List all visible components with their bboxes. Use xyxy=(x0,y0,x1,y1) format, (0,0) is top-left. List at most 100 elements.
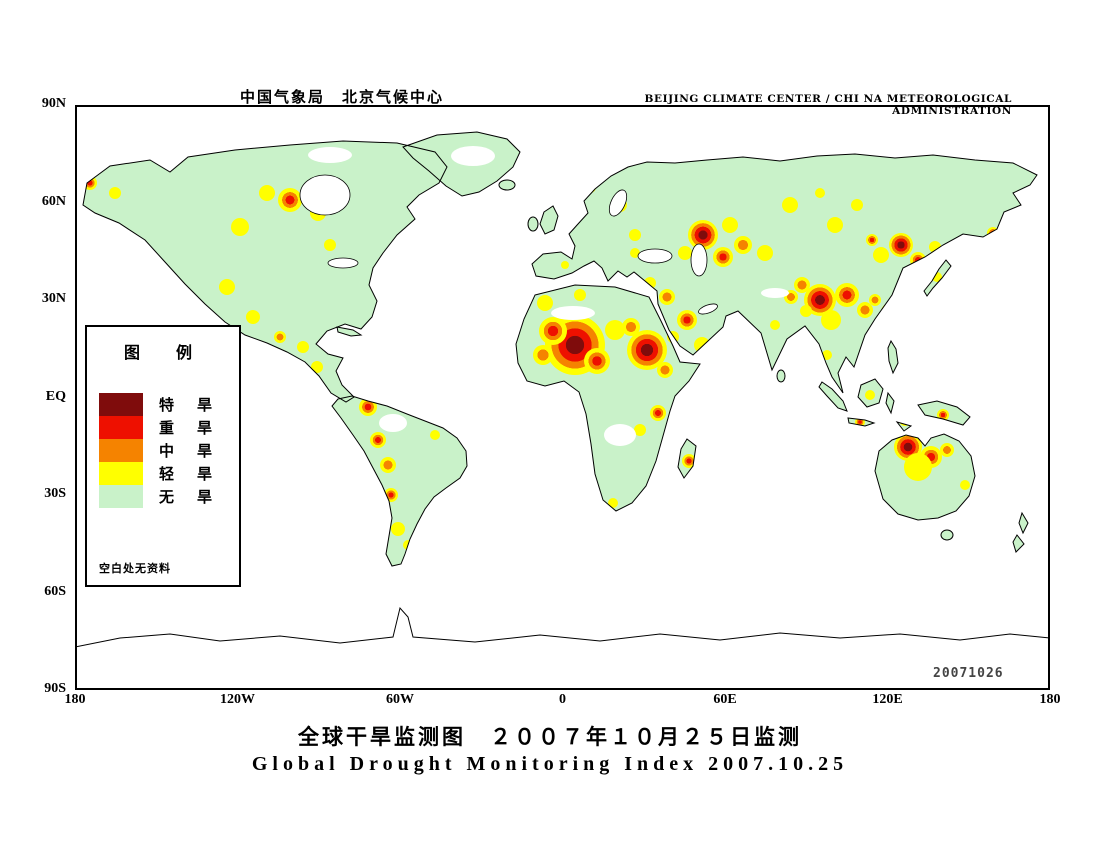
lat-label: 60N xyxy=(41,193,66,209)
drought-blob xyxy=(794,277,810,293)
drought-blob xyxy=(630,248,640,258)
lon-label: 180 xyxy=(64,692,86,707)
nodata-congo xyxy=(604,424,636,446)
legend-item: 无 旱 xyxy=(99,485,239,508)
drought-blob xyxy=(800,305,812,317)
drought-blob xyxy=(804,284,836,316)
drought-blob xyxy=(370,432,386,448)
drought-blob xyxy=(109,187,121,199)
drought-blob xyxy=(650,405,666,421)
drought-blob xyxy=(539,317,567,345)
legend-item-label: 特 旱 xyxy=(159,398,217,414)
drought-blob xyxy=(815,188,825,198)
drought-blob xyxy=(694,337,710,353)
lon-label: 60W xyxy=(386,692,414,707)
header-title-en: BEIJING CLIMATE CENTER / CHI NA METEOROL… xyxy=(644,93,1012,117)
drought-blob xyxy=(634,424,646,436)
lat-label: 90S xyxy=(44,681,66,696)
great-lakes xyxy=(327,257,359,269)
antarctica xyxy=(75,606,1050,690)
legend-item-label: 中 旱 xyxy=(159,444,217,460)
legend-swatch xyxy=(99,462,143,485)
drought-blob xyxy=(960,480,970,490)
drought-blob xyxy=(83,176,97,190)
drought-blob xyxy=(391,522,405,536)
footer-title-en: Global Drought Monitoring Index 2007.10.… xyxy=(251,753,849,775)
legend-swatch xyxy=(99,393,143,416)
drought-blob xyxy=(533,345,553,365)
lon-label: 180 xyxy=(1039,692,1061,707)
drought-blob xyxy=(537,295,553,311)
lat-label: 30S xyxy=(44,486,66,501)
drought-blob xyxy=(904,453,932,481)
drought-blob xyxy=(889,233,913,257)
drought-blob xyxy=(857,302,873,318)
drought-blob xyxy=(297,341,309,353)
footer-title-cn: 全球干旱监测图 ２００７年１０月２５日监测 xyxy=(298,725,802,749)
drought-blob xyxy=(659,289,675,305)
drought-blob xyxy=(844,369,856,381)
drought-blob xyxy=(443,403,457,417)
drought-blob xyxy=(246,310,260,324)
legend-item: 重 旱 xyxy=(99,416,239,439)
drought-blob xyxy=(584,181,596,193)
legend-item: 中 旱 xyxy=(99,439,239,462)
date-stamp: 20071026 xyxy=(933,666,1004,681)
water-and-nodata-layer xyxy=(299,146,789,446)
nodata-tibet xyxy=(761,288,789,298)
drought-blob xyxy=(678,246,692,260)
drought-blob xyxy=(574,289,586,301)
drought-blob xyxy=(869,294,881,306)
drought-blob xyxy=(608,498,618,508)
drought-blob xyxy=(561,261,569,269)
drought-blob xyxy=(873,247,889,263)
drought-blob xyxy=(259,185,275,201)
drought-blob xyxy=(324,239,336,251)
legend: 图 例 特 旱重 旱中 旱轻 旱无 旱 空白处无资料 xyxy=(85,325,241,587)
drought-blob xyxy=(219,279,235,295)
legend-item-label: 轻 旱 xyxy=(159,467,217,483)
legend-swatch xyxy=(99,485,143,508)
drought-blob xyxy=(827,217,843,233)
nodata-greenland-ice xyxy=(451,146,495,166)
nodata-arctic xyxy=(308,147,352,163)
drought-blob xyxy=(657,362,673,378)
legend-swatch xyxy=(99,416,143,439)
legend-rows: 特 旱重 旱中 旱轻 旱无 旱 xyxy=(99,393,239,508)
drought-blob xyxy=(668,436,682,450)
drought-blob xyxy=(821,310,841,330)
drought-blob xyxy=(940,443,954,457)
drought-blob xyxy=(627,330,667,370)
drought-blob xyxy=(274,331,286,343)
lon-label: 120W xyxy=(220,692,255,707)
map-frame xyxy=(75,105,1050,690)
drought-blob xyxy=(682,454,696,468)
lon-label: 120E xyxy=(872,692,903,707)
drought-blob xyxy=(278,188,302,212)
lat-label: 90N xyxy=(41,96,66,111)
drought-blob xyxy=(757,245,773,261)
drought-blob xyxy=(605,320,625,340)
drought-layer xyxy=(83,176,999,550)
map-border xyxy=(75,105,1050,690)
lat-label: 60S xyxy=(44,583,66,599)
drought-blob xyxy=(629,229,641,241)
drought-blob xyxy=(644,277,656,289)
world-map xyxy=(75,105,1050,690)
drought-blob xyxy=(722,217,738,233)
drought-blob xyxy=(311,361,323,373)
drought-blob xyxy=(430,430,440,440)
legend-item: 特 旱 xyxy=(99,393,239,416)
hudson-bay xyxy=(299,174,351,216)
drought-blob xyxy=(584,348,610,374)
drought-blob xyxy=(770,320,780,330)
drought-blob xyxy=(866,234,878,246)
drought-blob xyxy=(851,199,863,211)
black-sea xyxy=(637,248,673,264)
baltic-sea xyxy=(608,189,628,217)
drought-blob xyxy=(932,272,942,282)
drought-blob xyxy=(894,322,910,338)
drought-blob xyxy=(734,236,752,254)
nodata-sahara xyxy=(551,306,595,320)
